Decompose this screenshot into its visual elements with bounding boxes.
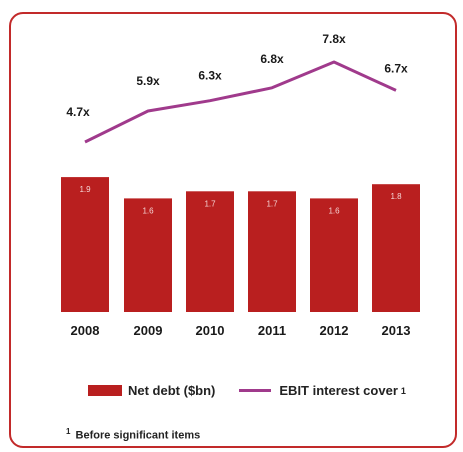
line-ebit-interest-cover	[84, 60, 397, 144]
x-tick-2009: 2009	[134, 323, 163, 338]
line-label-2010: 6.3x	[198, 69, 222, 83]
x-tick-2008: 2008	[71, 323, 100, 338]
x-tick-2011: 2011	[258, 323, 286, 338]
bar-2009	[124, 198, 172, 312]
legend-bar-swatch	[88, 385, 122, 396]
footnote: 1 Before significant items	[66, 427, 200, 442]
x-tick-2012: 2012	[320, 323, 349, 338]
bar-2013	[372, 184, 420, 312]
bar-2011	[248, 191, 296, 312]
bar-label-2010: 1.7	[204, 199, 216, 208]
legend-line-swatch	[239, 389, 272, 392]
bar-2010	[186, 191, 234, 312]
x-tick-2013: 2013	[382, 323, 411, 338]
bar-label-2009: 1.6	[142, 206, 154, 215]
bar-label-2011: 1.7	[266, 199, 278, 208]
line-label-2012: 7.8x	[322, 32, 346, 46]
bar-2012	[310, 198, 358, 312]
legend-bar-label: Net debt ($bn)	[128, 383, 216, 398]
footnote-text: Before significant items	[75, 429, 201, 442]
line-label-2008: 4.7x	[66, 105, 90, 119]
x-tick-2010: 2010	[196, 323, 225, 338]
bar-label-2008: 1.9	[79, 185, 91, 194]
bar-2008	[61, 177, 109, 312]
line-label-2013: 6.7x	[384, 61, 408, 75]
footnote-marker: 1	[66, 427, 71, 436]
legend-footnote-marker: 1	[400, 385, 406, 396]
legend-line-label: EBIT interest cover	[279, 383, 398, 398]
bar-label-2012: 1.6	[328, 206, 340, 215]
legend: Net debt ($bn) EBIT interest cover 1	[88, 383, 406, 398]
bar-label-2013: 1.8	[390, 192, 402, 201]
line-label-2009: 5.9x	[136, 74, 160, 88]
line-label-2011: 6.8x	[260, 52, 284, 66]
